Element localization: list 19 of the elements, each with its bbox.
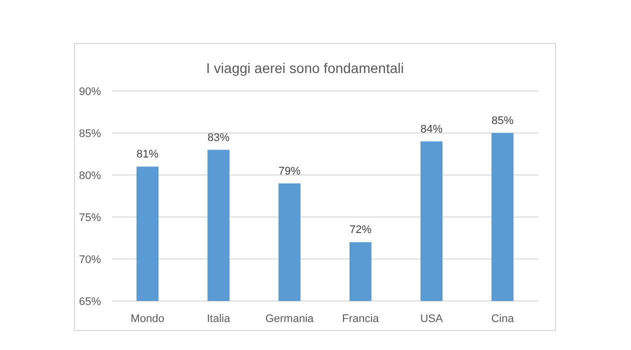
x-tick-label: Mondo	[130, 313, 164, 325]
y-tick-label: 80%	[78, 170, 102, 182]
data-label: 85%	[491, 115, 514, 127]
y-tick-label: 75%	[78, 212, 102, 224]
x-tick-label: Germania	[265, 313, 315, 325]
chart-title: I viaggi aerei sono fondamentali	[206, 60, 404, 76]
y-tick-label: 65%	[78, 296, 102, 308]
y-tick-label: 90%	[78, 86, 102, 98]
data-label: 72%	[349, 224, 372, 236]
data-label: 84%	[420, 123, 443, 136]
data-label: 83%	[207, 132, 230, 144]
y-tick-label: 85%	[78, 128, 102, 140]
x-tick-label: Francia	[342, 313, 380, 325]
x-tick-label: Cina	[491, 313, 515, 325]
data-label: 81%	[136, 148, 159, 161]
data-label: 79%	[278, 165, 301, 178]
y-tick-label: 70%	[78, 254, 102, 266]
x-tick-label: Italia	[206, 313, 231, 325]
x-tick-label: USA	[420, 313, 444, 325]
